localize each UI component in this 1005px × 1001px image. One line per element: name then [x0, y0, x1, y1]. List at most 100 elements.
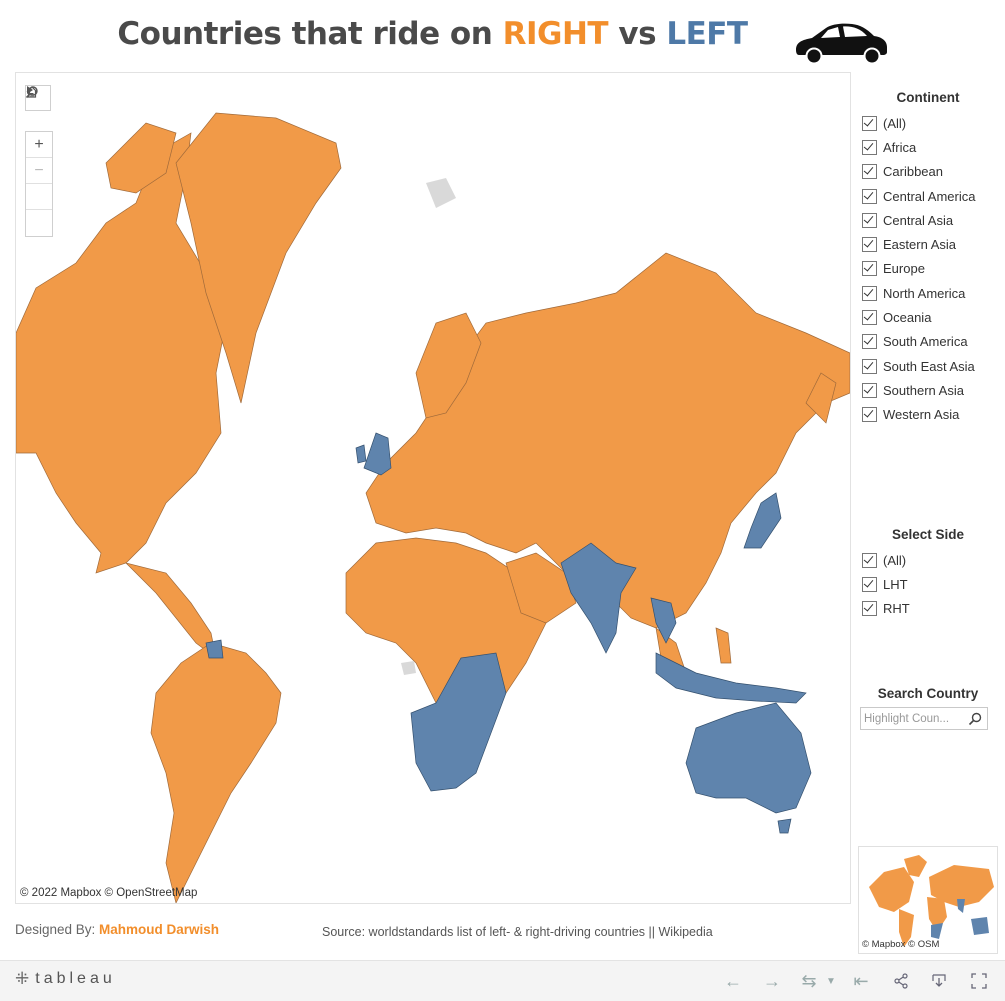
checkbox-checked[interactable]: [862, 334, 877, 350]
side-option-label: LHT: [883, 576, 908, 592]
continent-option[interactable]: Oceania: [858, 305, 998, 329]
home-button[interactable]: [26, 86, 52, 210]
checkbox-checked[interactable]: [862, 382, 877, 398]
continent-filter: Continent (All) Africa Caribbean Central Am…: [858, 90, 998, 427]
thailand: [650, 597, 677, 644]
checkbox-checked[interactable]: [862, 407, 877, 423]
checkbox-checked[interactable]: [862, 212, 877, 228]
zoom-out-button[interactable]: −: [26, 158, 52, 184]
continent-option[interactable]: Eastern Asia: [858, 232, 998, 256]
reset-button[interactable]: ⇤: [850, 970, 872, 992]
continent-option[interactable]: Africa: [858, 135, 998, 159]
side-option[interactable]: LHT: [858, 572, 998, 596]
southern-africa: [410, 652, 507, 792]
tableau-logo[interactable]: ⁜ tableau: [15, 969, 116, 988]
share-icon: [894, 973, 908, 989]
checkbox-checked[interactable]: [862, 139, 877, 155]
undo-button[interactable]: ←: [722, 970, 744, 992]
side-filter-title: Select Side: [891, 527, 965, 542]
continent-option[interactable]: Southern Asia: [858, 378, 998, 402]
checkbox-checked[interactable]: [862, 552, 877, 568]
mini-map-attribution[interactable]: © Mapbox © OSM: [862, 939, 940, 950]
search-country-panel: Search Country: [858, 686, 998, 707]
continent-option-label: South America: [883, 334, 968, 350]
source-note: Source: worldstandards list of left- & r…: [322, 925, 713, 939]
tableau-toolbar: ⁜ tableau ← → ⇆ ▼ ⇤: [0, 960, 1005, 1001]
north-america-region: [16, 132, 227, 574]
continent-option-label: Caribbean: [883, 164, 943, 180]
revert-button[interactable]: ⇆: [798, 970, 820, 992]
side-filter: Select Side (All) LHT RHT: [858, 527, 998, 621]
tableau-mark-icon: ⁜: [15, 969, 30, 988]
fullscreen-button[interactable]: [968, 970, 990, 992]
continent-option-label: Eastern Asia: [883, 237, 956, 253]
designer-name[interactable]: Mahmoud Darwish: [99, 922, 220, 937]
lht-countries: [205, 432, 812, 834]
continent-option[interactable]: Central America: [858, 184, 998, 208]
download-button[interactable]: [928, 970, 950, 992]
continent-option[interactable]: North America: [858, 281, 998, 305]
svalbard: [426, 178, 456, 208]
search-country-input[interactable]: [861, 711, 966, 726]
search-country-title: Search Country: [877, 686, 979, 701]
mini-map[interactable]: © Mapbox © OSM: [858, 846, 998, 954]
continent-option-label: (All): [883, 115, 907, 131]
search-icon[interactable]: [967, 711, 983, 727]
zoom-in-button[interactable]: +: [26, 132, 52, 158]
guyana: [205, 639, 224, 659]
download-icon: [932, 974, 946, 987]
chevron-down-icon: ▼: [826, 975, 836, 987]
continent-option[interactable]: South America: [858, 330, 998, 354]
title-right: RIGHT: [502, 16, 609, 52]
continent-option-label: Oceania: [883, 310, 932, 326]
ireland: [355, 444, 367, 464]
western-sahara-like: [401, 661, 416, 675]
title-left: LEFT: [666, 16, 748, 52]
continent-option[interactable]: Western Asia: [858, 403, 998, 427]
continent-option[interactable]: Caribbean: [858, 160, 998, 184]
pan-toggle-button[interactable]: [26, 86, 52, 236]
checkbox-checked[interactable]: [862, 285, 877, 301]
revert-dropdown[interactable]: ▼: [820, 970, 842, 992]
checkbox-checked[interactable]: [862, 358, 877, 374]
india: [560, 542, 637, 654]
play-icon: [27, 86, 33, 94]
continent-option[interactable]: (All): [858, 111, 998, 135]
redo-button[interactable]: →: [761, 970, 783, 992]
map-canvas[interactable]: [16, 73, 850, 903]
eurasia: [365, 252, 850, 629]
japan: [743, 492, 782, 549]
continent-option[interactable]: Central Asia: [858, 208, 998, 232]
map-attribution[interactable]: © 2022 Mapbox © OpenStreetMap: [20, 887, 198, 899]
continent-option-label: Europe: [883, 261, 925, 277]
checkbox-checked[interactable]: [862, 164, 877, 180]
checkbox-checked[interactable]: [862, 237, 877, 253]
arctic-islands: [105, 122, 177, 194]
zoom-in-icon: +: [34, 135, 44, 153]
continent-options: (All) Africa Caribbean Central America Centr…: [858, 111, 998, 427]
world-map[interactable]: + − © 2022 Mapbox © OpenStreetMap: [15, 72, 851, 904]
reset-icon: ⇤: [853, 970, 869, 991]
continent-option[interactable]: Europe: [858, 257, 998, 281]
side-option-label: (All): [883, 552, 907, 568]
checkbox-checked[interactable]: [862, 310, 877, 326]
search-country-box[interactable]: [860, 707, 988, 730]
continent-option[interactable]: South East Asia: [858, 354, 998, 378]
central-america: [124, 562, 217, 659]
continent-option-label: Africa: [883, 139, 917, 155]
continent-option-label: Central Asia: [883, 212, 954, 228]
continent-option-label: South East Asia: [883, 358, 975, 374]
checkbox-checked[interactable]: [862, 115, 877, 131]
checkbox-checked[interactable]: [862, 601, 877, 617]
indonesia: [655, 652, 807, 704]
checkbox-checked[interactable]: [862, 576, 877, 592]
side-option[interactable]: (All): [858, 548, 998, 572]
checkbox-checked[interactable]: [862, 261, 877, 277]
side-option[interactable]: RHT: [858, 597, 998, 621]
share-button[interactable]: [890, 970, 912, 992]
map-toolbar: + −: [25, 85, 53, 237]
greenland: [175, 112, 342, 404]
kamchatka: [805, 372, 837, 424]
zoom-out-icon: −: [34, 161, 44, 179]
checkbox-checked[interactable]: [862, 188, 877, 204]
